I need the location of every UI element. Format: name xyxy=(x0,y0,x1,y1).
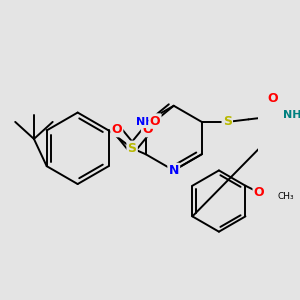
Text: S: S xyxy=(223,116,232,128)
Text: O: O xyxy=(112,123,122,136)
Text: NH: NH xyxy=(283,110,300,120)
Text: S: S xyxy=(128,142,136,155)
Text: O: O xyxy=(267,92,278,105)
Text: NH: NH xyxy=(136,117,155,127)
Text: N: N xyxy=(169,164,179,177)
Text: O: O xyxy=(150,115,160,128)
Text: O: O xyxy=(142,123,153,136)
Text: O: O xyxy=(254,186,264,199)
Text: CH₃: CH₃ xyxy=(278,192,294,201)
